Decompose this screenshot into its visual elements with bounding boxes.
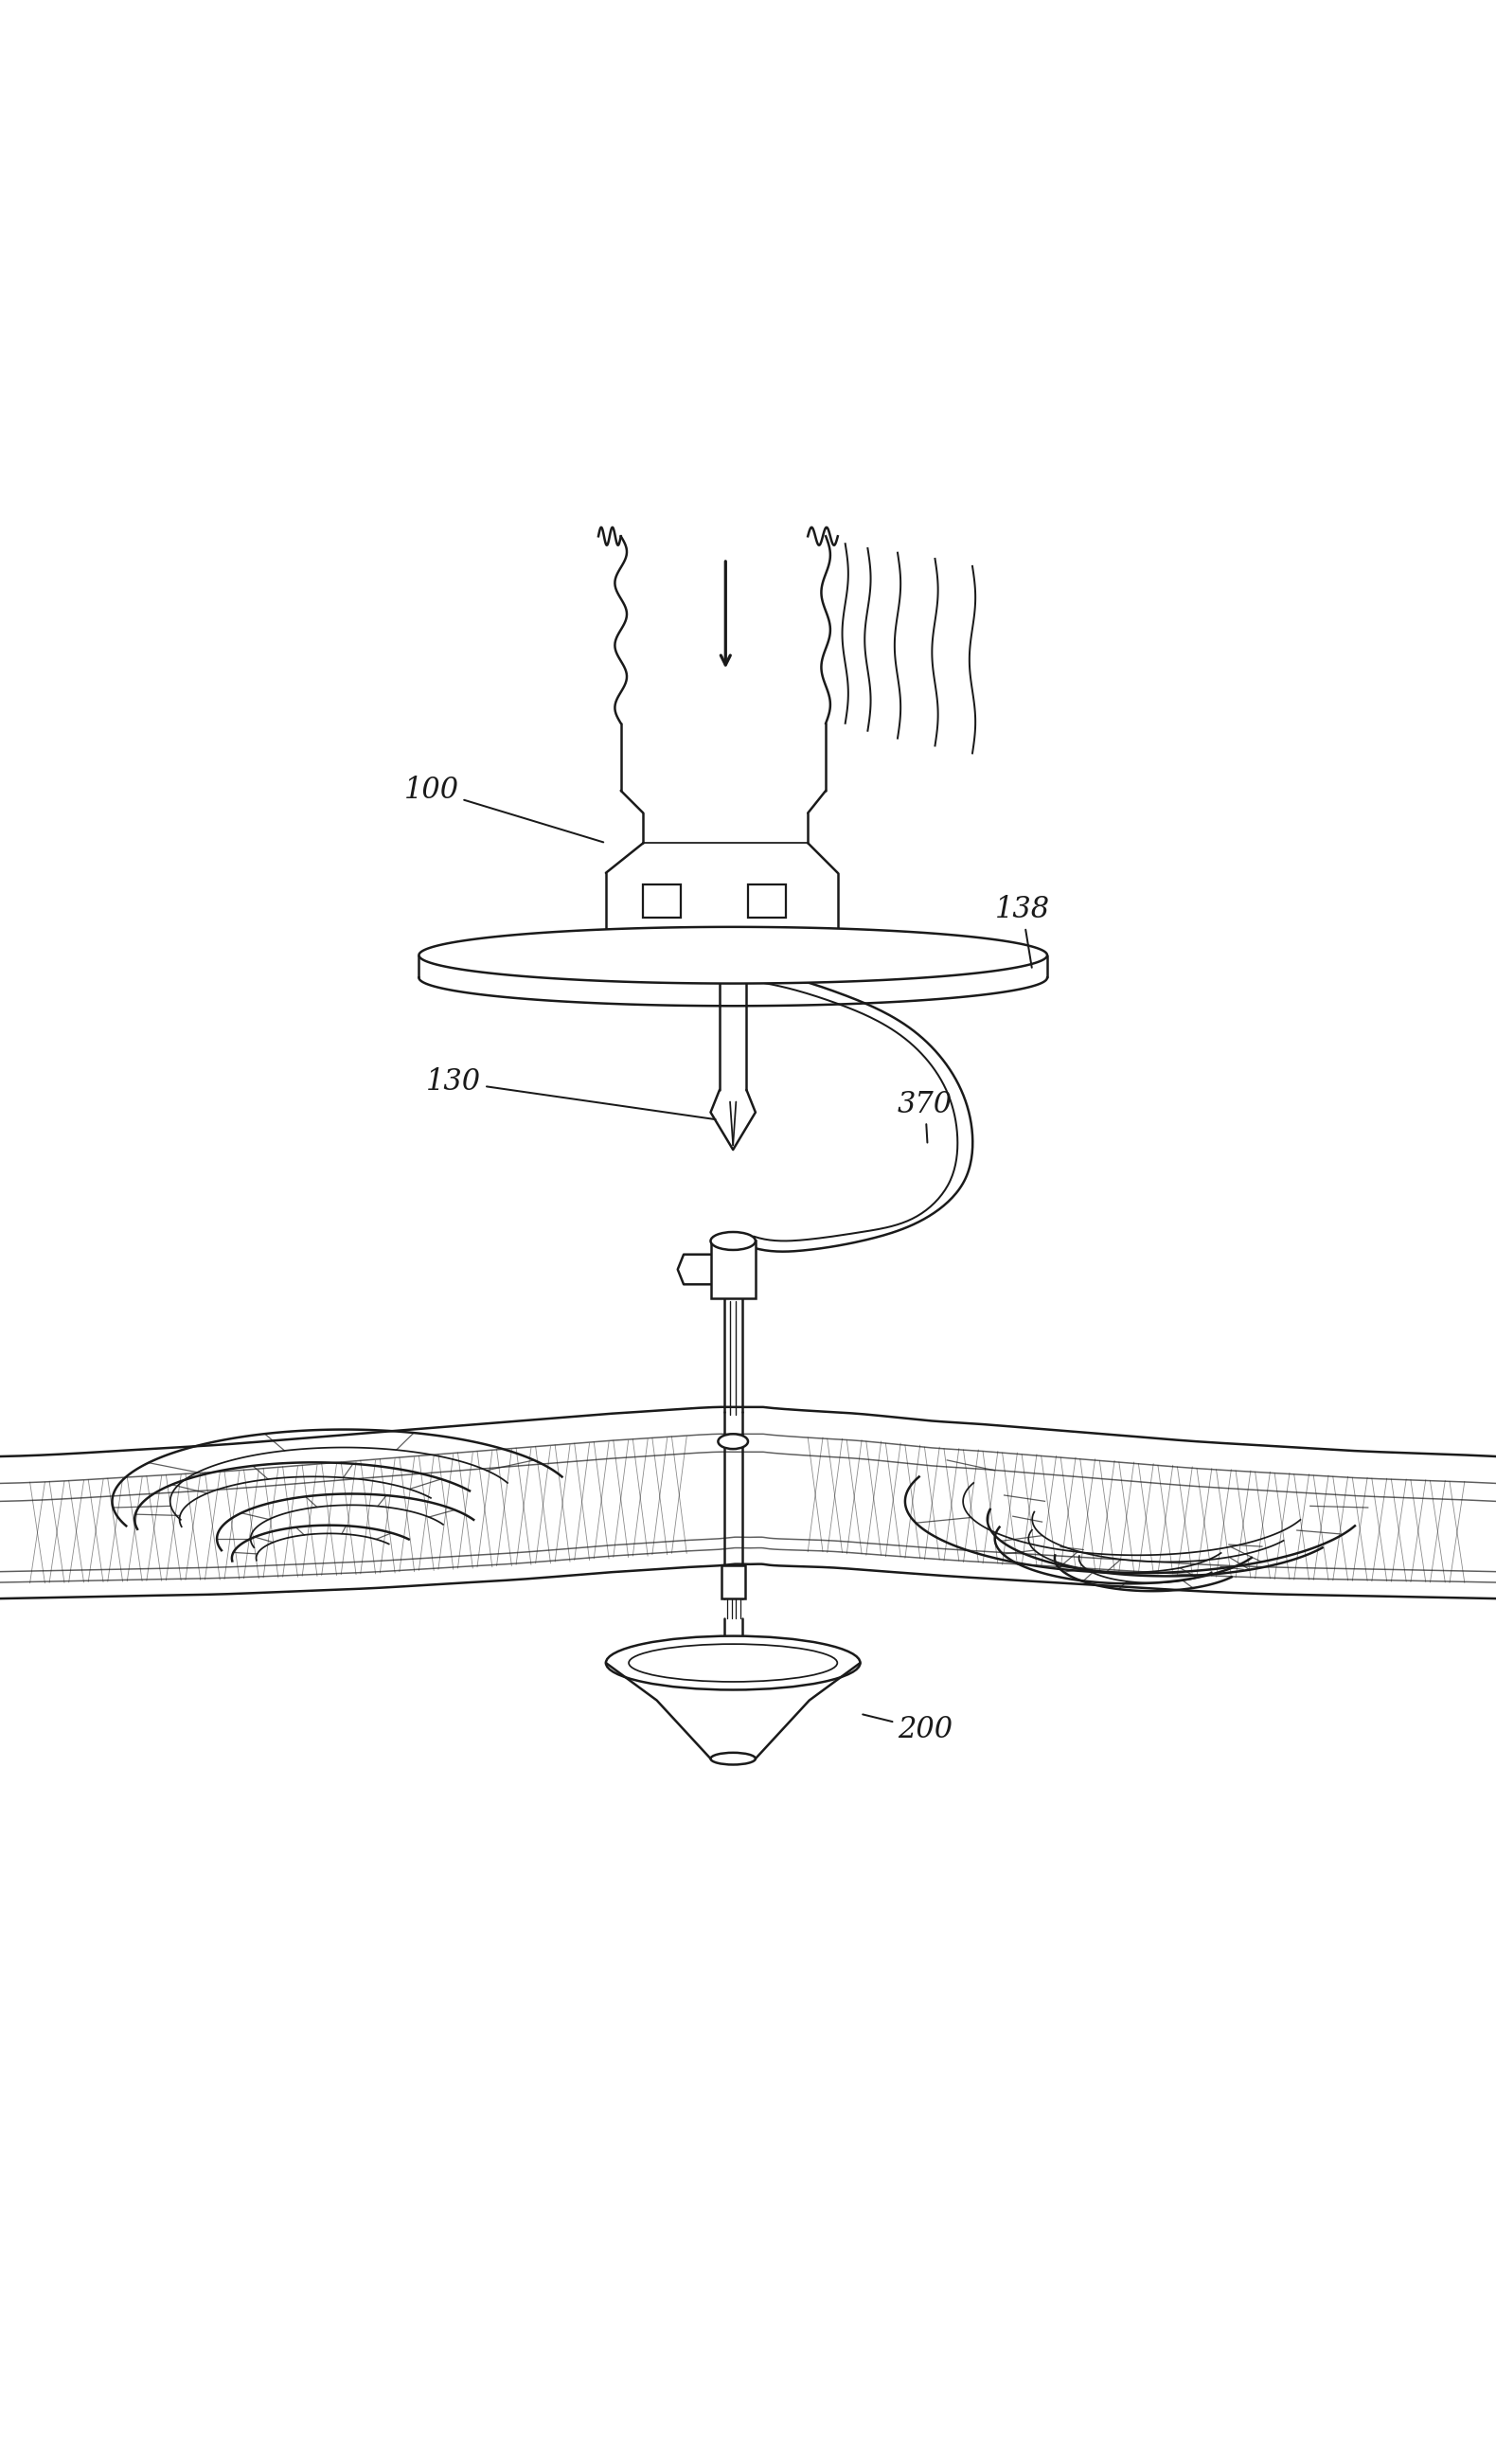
Text: 370: 370 bbox=[898, 1089, 953, 1143]
Bar bbox=[643, 885, 681, 917]
Bar bbox=[721, 1565, 745, 1599]
Text: 130: 130 bbox=[426, 1067, 715, 1119]
Ellipse shape bbox=[718, 1434, 748, 1449]
Bar bbox=[711, 1242, 755, 1299]
Text: 138: 138 bbox=[995, 894, 1050, 968]
Bar bbox=[748, 885, 785, 917]
Text: 200: 200 bbox=[863, 1715, 953, 1745]
Polygon shape bbox=[419, 926, 1047, 983]
Ellipse shape bbox=[606, 1636, 860, 1690]
Ellipse shape bbox=[711, 1752, 755, 1764]
Ellipse shape bbox=[711, 1232, 755, 1249]
Text: 100: 100 bbox=[404, 776, 603, 843]
Ellipse shape bbox=[628, 1643, 838, 1683]
